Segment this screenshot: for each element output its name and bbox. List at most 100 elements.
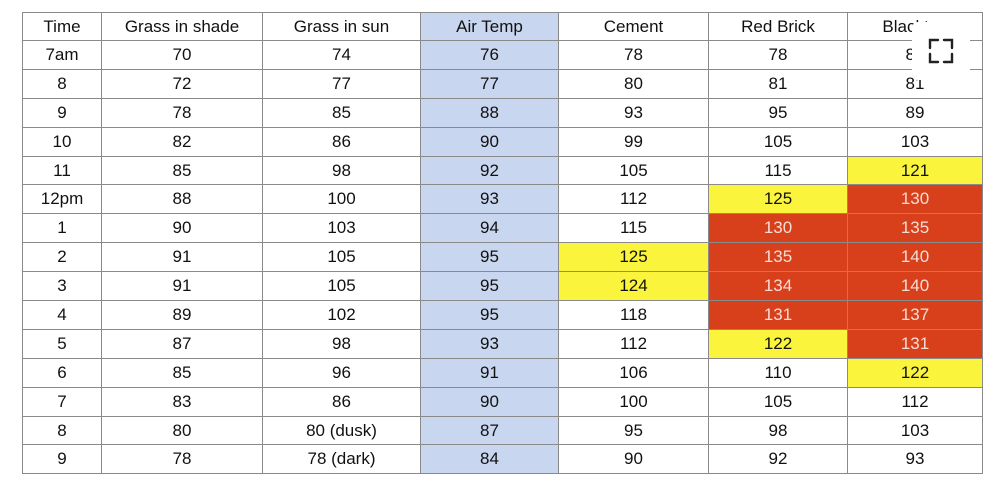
table-cell: 115 <box>558 213 709 244</box>
table-row: 9 78 78 (dark) 84 90 92 93 <box>22 444 983 475</box>
table-cell: 103 <box>847 415 983 446</box>
table-cell: 93 <box>847 444 983 475</box>
table-row: 5 87 98 93 112 122 131 <box>22 328 983 359</box>
table-body: 7am7074767878808727777808181978858893958… <box>22 40 983 475</box>
table-cell: 84 <box>420 444 559 475</box>
table-cell: 86 <box>262 126 421 157</box>
table-cell: 95 <box>420 242 559 273</box>
table-cell: 124 <box>558 271 709 302</box>
table-cell: 90 <box>558 444 709 475</box>
table-cell: 85 <box>101 357 263 388</box>
header-cell: Air Temp <box>420 12 559 41</box>
table-cell: 89 <box>101 300 263 330</box>
table-cell: 88 <box>420 97 559 128</box>
table-cell: 135 <box>847 213 983 244</box>
table-cell: 93 <box>420 328 559 359</box>
table-cell: 105 <box>558 155 709 186</box>
table-cell: 87 <box>101 328 263 359</box>
table-cell: 9 <box>22 444 102 475</box>
table-cell: 11 <box>22 155 102 186</box>
header-cell: Grass in shade <box>101 12 263 41</box>
table-cell: 90 <box>101 213 263 244</box>
table-cell: 125 <box>708 184 848 215</box>
table-cell: 1 <box>22 213 102 244</box>
table-cell: 72 <box>101 68 263 99</box>
table-cell: 98 <box>262 328 421 359</box>
table-cell: 100 <box>262 184 421 215</box>
table-cell: 125 <box>558 242 709 273</box>
table-cell: 105 <box>708 386 848 417</box>
table-cell: 8 <box>22 68 102 99</box>
table-cell: 103 <box>847 126 983 157</box>
table-cell: 115 <box>708 155 848 186</box>
table-cell: 122 <box>708 328 848 359</box>
table-cell: 91 <box>101 242 263 273</box>
table-cell: 94 <box>420 213 559 244</box>
table-cell: 112 <box>847 386 983 417</box>
table-cell: 76 <box>420 40 559 70</box>
table-cell: 80 (dusk) <box>262 415 421 446</box>
table-cell: 78 <box>101 444 263 475</box>
table-cell: 140 <box>847 242 983 273</box>
table-row: 7am707476787880 <box>22 40 983 70</box>
table-cell: 12pm <box>22 184 102 215</box>
table-cell: 134 <box>708 271 848 302</box>
table-cell: 6 <box>22 357 102 388</box>
table-cell: 82 <box>101 126 263 157</box>
table-cell: 105 <box>708 126 848 157</box>
table-cell: 70 <box>101 40 263 70</box>
table-cell: 78 (dark) <box>262 444 421 475</box>
table-cell: 4 <box>22 300 102 330</box>
header-cell: Time <box>22 12 102 41</box>
header-row: Time Grass in shade Grass in sun Air Temp Ce… <box>22 12 983 41</box>
table-cell: 87 <box>420 415 559 446</box>
table-cell: 88 <box>101 184 263 215</box>
table-row: 1 90 103 94 115 130 135 <box>22 213 983 244</box>
table-cell: 105 <box>262 242 421 273</box>
table-cell: 118 <box>558 300 709 330</box>
table-row: 8 80 80 (dusk) 87 95 98 103 <box>22 415 983 446</box>
table-cell: 135 <box>708 242 848 273</box>
table-cell: 130 <box>708 213 848 244</box>
table-cell: 105 <box>262 271 421 302</box>
table-row: 7 83 86 90 100 105 112 <box>22 386 983 417</box>
table-cell: 9 <box>22 97 102 128</box>
table-cell: 5 <box>22 328 102 359</box>
table-cell: 121 <box>847 155 983 186</box>
table-cell: 83 <box>101 386 263 417</box>
table-cell: 10 <box>22 126 102 157</box>
table-cell: 100 <box>558 386 709 417</box>
table-cell: 112 <box>558 184 709 215</box>
table-row: 11 85 98 92 105 115 121 <box>22 155 983 186</box>
table-cell: 106 <box>558 357 709 388</box>
table-cell: 95 <box>708 97 848 128</box>
table-cell: 103 <box>262 213 421 244</box>
table-row: 6 85 96 91 106 110 122 <box>22 357 983 388</box>
table-cell: 86 <box>262 386 421 417</box>
table-cell: 130 <box>847 184 983 215</box>
table-row: 4 89 102 95 118 131 137 <box>22 300 983 330</box>
table-cell: 98 <box>708 415 848 446</box>
table-cell: 131 <box>847 328 983 359</box>
expand-button[interactable] <box>912 22 970 80</box>
table-cell: 77 <box>262 68 421 99</box>
header-cell: Grass in sun <box>262 12 421 41</box>
table-cell: 93 <box>558 97 709 128</box>
table-cell: 78 <box>101 97 263 128</box>
table-row: 2 91 105 95 125 135 140 <box>22 242 983 273</box>
table-cell: 102 <box>262 300 421 330</box>
table-cell: 95 <box>420 300 559 330</box>
table-cell: 78 <box>708 40 848 70</box>
table-cell: 99 <box>558 126 709 157</box>
header-cell: Red Brick <box>708 12 848 41</box>
table-cell: 8 <box>22 415 102 446</box>
table-cell: 91 <box>420 357 559 388</box>
table-cell: 95 <box>420 271 559 302</box>
table-cell: 112 <box>558 328 709 359</box>
table-cell: 78 <box>558 40 709 70</box>
table-row: 8 72 77 77 80 81 81 <box>22 68 983 99</box>
table-cell: 85 <box>101 155 263 186</box>
table-cell: 137 <box>847 300 983 330</box>
table-cell: 98 <box>262 155 421 186</box>
